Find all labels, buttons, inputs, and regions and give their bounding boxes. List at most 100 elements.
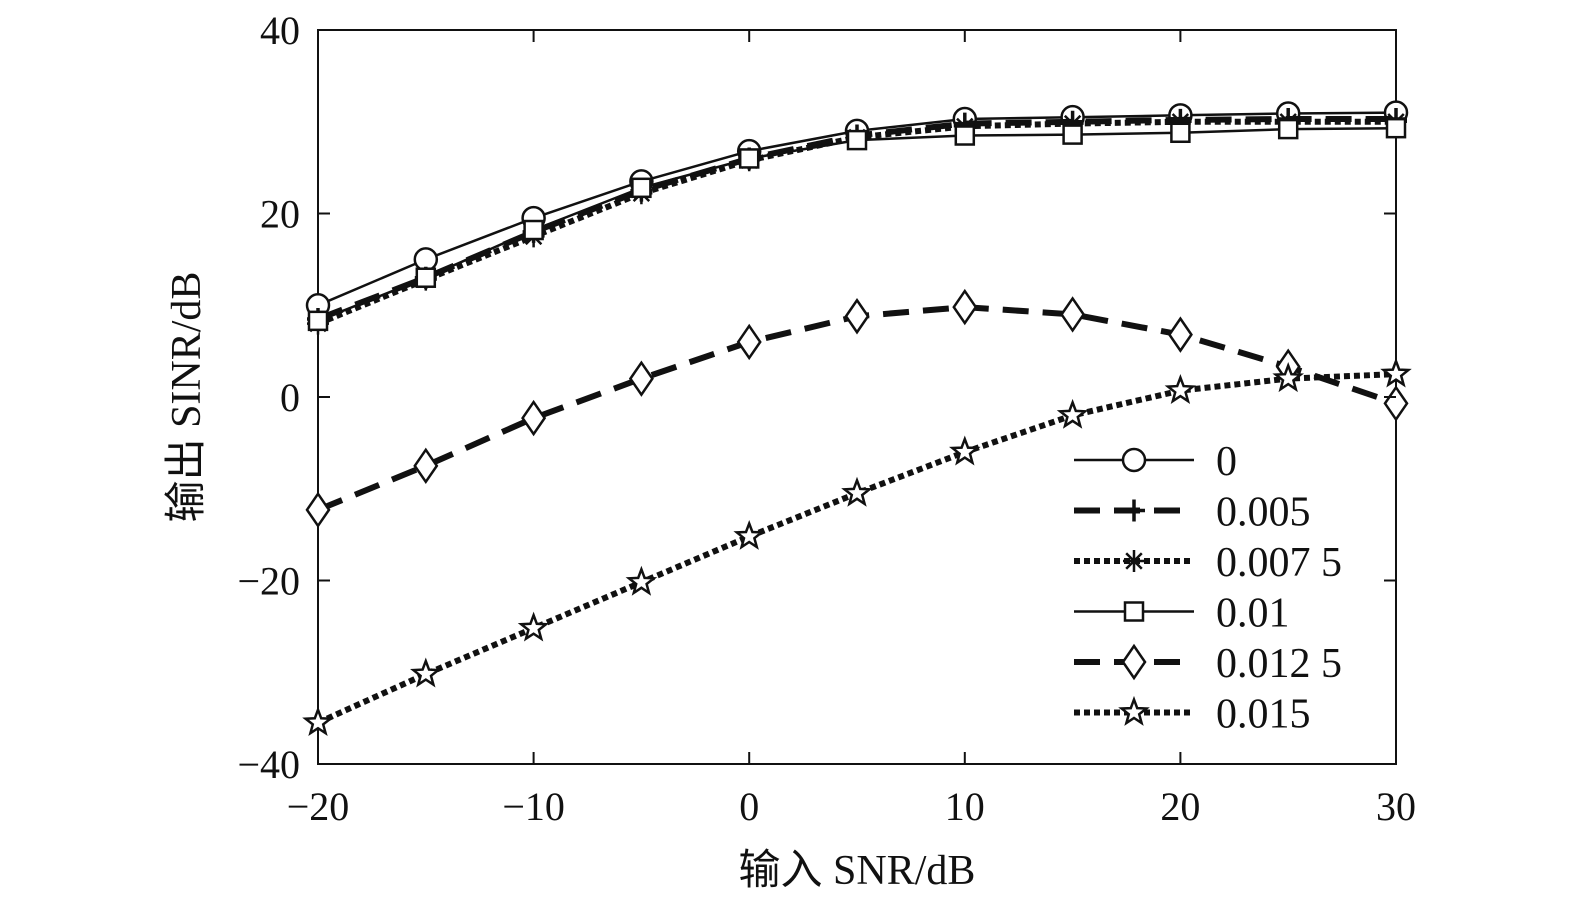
diamond-marker bbox=[1060, 296, 1086, 333]
x-axis-label: 输入 SNR/dB bbox=[739, 848, 976, 894]
star-marker bbox=[841, 476, 873, 507]
square-marker bbox=[415, 267, 437, 288]
plot-area bbox=[317, 29, 1397, 765]
data-point bbox=[628, 360, 654, 397]
data-point bbox=[1121, 643, 1147, 681]
square-marker bbox=[1123, 601, 1145, 622]
asterisk-marker bbox=[1169, 110, 1192, 133]
y-axis-label: 输出 SINR/dB bbox=[164, 272, 210, 523]
data-point bbox=[1164, 374, 1197, 404]
diamond-marker bbox=[736, 323, 762, 361]
square-marker bbox=[1385, 117, 1407, 139]
data-point bbox=[1123, 550, 1145, 572]
diamond-marker bbox=[521, 399, 547, 437]
data-point bbox=[415, 267, 437, 288]
star-marker bbox=[1164, 374, 1197, 404]
legend-entry: 0.01 bbox=[1074, 591, 1290, 637]
data-point bbox=[305, 491, 331, 529]
square-marker bbox=[846, 129, 868, 151]
data-point bbox=[948, 435, 981, 466]
star-marker bbox=[1118, 695, 1150, 726]
star-marker bbox=[1056, 398, 1089, 429]
data-point bbox=[307, 310, 329, 332]
data-point bbox=[523, 219, 544, 241]
star-marker bbox=[1272, 362, 1305, 393]
x-tick-label: −20 bbox=[287, 784, 350, 829]
x-tick-label: 0 bbox=[739, 784, 759, 829]
data-point bbox=[1123, 601, 1145, 622]
legend-label: 0.007 5 bbox=[1216, 540, 1342, 586]
data-point bbox=[1380, 357, 1412, 388]
series bbox=[307, 117, 1407, 332]
data-point bbox=[846, 129, 868, 151]
x-tick-label: 30 bbox=[1376, 784, 1416, 829]
data-point bbox=[1121, 447, 1147, 473]
data-point bbox=[736, 323, 762, 361]
data-point bbox=[1385, 117, 1407, 139]
legend-entry: 0.015 bbox=[1074, 692, 1311, 738]
data-point bbox=[413, 447, 439, 485]
diamond-marker bbox=[1121, 643, 1147, 681]
square-marker bbox=[1277, 118, 1299, 140]
plot-frame bbox=[317, 29, 1397, 765]
legend-entry: 0 bbox=[1074, 439, 1237, 485]
y-tick-label: 0 bbox=[280, 375, 300, 420]
data-point bbox=[517, 611, 550, 642]
data-point bbox=[625, 565, 658, 596]
data-point bbox=[1272, 362, 1305, 393]
y-tick-label: 20 bbox=[260, 192, 300, 237]
data-point bbox=[954, 125, 976, 146]
data-point bbox=[1062, 124, 1083, 145]
square-marker bbox=[631, 177, 652, 199]
diamond-marker bbox=[844, 298, 870, 335]
diamond-marker bbox=[413, 447, 439, 485]
star-marker bbox=[302, 706, 334, 737]
star-marker bbox=[410, 657, 442, 688]
asterisk-marker bbox=[1061, 112, 1084, 135]
legend-label: 0 bbox=[1216, 439, 1237, 485]
asterisk-marker bbox=[1123, 550, 1145, 572]
data-point bbox=[1118, 695, 1150, 726]
data-point bbox=[1056, 398, 1089, 429]
y-tick-label: 40 bbox=[260, 8, 300, 53]
diamond-marker bbox=[1383, 385, 1409, 422]
legend-label: 0.01 bbox=[1216, 591, 1290, 637]
data-point bbox=[1169, 110, 1192, 133]
plus-marker bbox=[1123, 499, 1145, 522]
data-point bbox=[631, 177, 652, 199]
series bbox=[302, 357, 1412, 737]
series-group bbox=[302, 100, 1412, 737]
star-marker bbox=[733, 519, 765, 550]
square-marker bbox=[1062, 124, 1083, 145]
data-point bbox=[1167, 316, 1193, 353]
data-point bbox=[1123, 499, 1145, 522]
data-point bbox=[1060, 296, 1086, 333]
star-marker bbox=[517, 611, 550, 642]
data-point bbox=[302, 706, 334, 737]
y-tick-label: −40 bbox=[237, 742, 300, 787]
legend-label: 0.015 bbox=[1216, 692, 1311, 738]
legend-entry: 0.012 5 bbox=[1074, 641, 1342, 687]
square-marker bbox=[523, 219, 544, 241]
square-marker bbox=[307, 310, 329, 332]
square-marker bbox=[954, 125, 976, 146]
data-point bbox=[1383, 385, 1409, 422]
data-point bbox=[733, 519, 765, 550]
diamond-marker bbox=[952, 288, 978, 326]
star-marker bbox=[1380, 357, 1412, 388]
diamond-marker bbox=[305, 491, 331, 529]
x-tick-label: 20 bbox=[1160, 784, 1200, 829]
data-point bbox=[1061, 112, 1084, 135]
data-point bbox=[1170, 122, 1191, 144]
legend-entry: 0.005 bbox=[1074, 490, 1311, 536]
legend-label: 0.005 bbox=[1216, 490, 1311, 536]
data-point bbox=[952, 288, 978, 326]
square-marker bbox=[1170, 122, 1191, 144]
series bbox=[305, 288, 1409, 529]
y-tick-label: −20 bbox=[237, 559, 300, 604]
x-tick-label: 10 bbox=[945, 784, 985, 829]
data-point bbox=[841, 476, 873, 507]
